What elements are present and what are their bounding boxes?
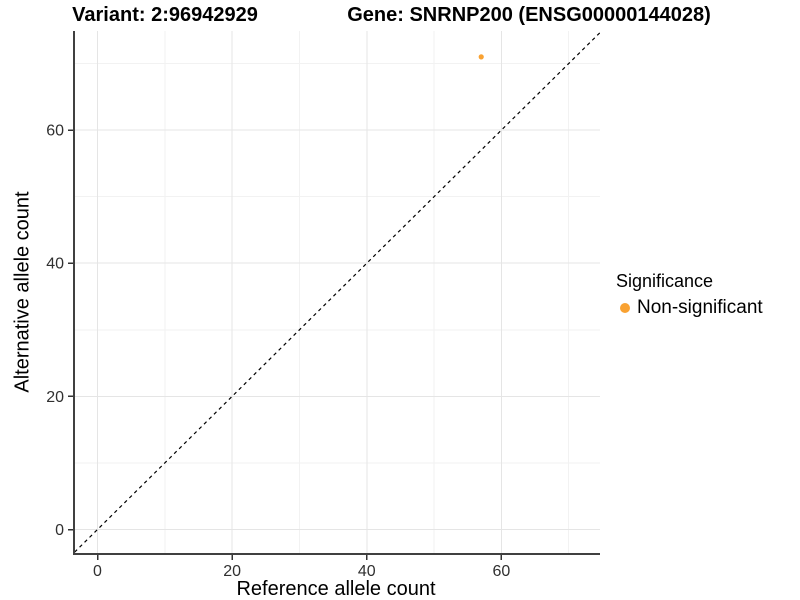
y-tick-label: 40: [46, 256, 64, 273]
x-tick-label: 60: [493, 563, 511, 580]
y-tick-label: 60: [46, 123, 64, 140]
y-axis-title: Alternative allele count: [11, 191, 34, 393]
legend-entry-label: Non-significant: [637, 297, 763, 318]
y-tick-label: 0: [55, 522, 64, 539]
plot-title-variant: Variant: 2:96942929: [72, 4, 258, 26]
x-tick-label: 40: [358, 563, 376, 580]
identity-dashed-line: [75, 31, 600, 553]
legend-title: Significance: [616, 271, 714, 291]
plot-title-gene: Gene: SNRNP200 (ENSG00000144028): [347, 4, 711, 26]
x-tick-label: 0: [93, 563, 102, 580]
y-tick-label: 20: [46, 389, 64, 406]
data-point: [478, 54, 484, 60]
x-axis-title: Reference allele count: [236, 578, 436, 600]
legend-key-dot-icon: [620, 302, 630, 313]
legend: Significance Non-significant: [616, 270, 763, 319]
legend-entry: Non-significant: [616, 296, 763, 319]
x-tick-label: 20: [223, 563, 241, 580]
